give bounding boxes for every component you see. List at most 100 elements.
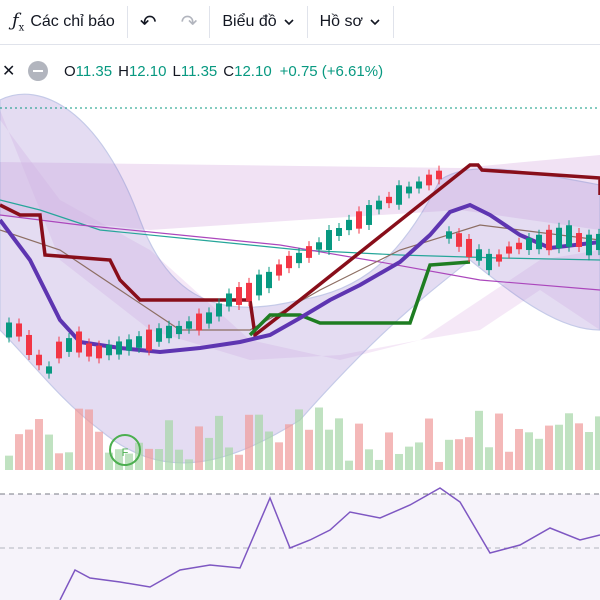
candle-body bbox=[196, 313, 202, 331]
candle-body bbox=[356, 211, 362, 229]
candle-body bbox=[236, 287, 242, 305]
volume-bar bbox=[245, 414, 253, 470]
low-value: 11.35 bbox=[180, 62, 218, 80]
candle-body bbox=[396, 185, 402, 205]
volume-bar bbox=[175, 449, 183, 470]
volume-bar bbox=[445, 439, 453, 470]
collapse-legend-button[interactable] bbox=[28, 61, 48, 81]
volume-bar bbox=[5, 455, 13, 470]
volume-bar bbox=[485, 447, 493, 470]
volume-bar bbox=[275, 442, 283, 470]
close-value: 12.10 bbox=[234, 62, 272, 80]
candle-body bbox=[416, 181, 422, 189]
candle-body bbox=[26, 334, 32, 356]
candle-body bbox=[246, 282, 252, 302]
volume-bar bbox=[465, 437, 473, 470]
chevron-down-icon bbox=[284, 19, 294, 26]
toolbar-divider bbox=[126, 6, 128, 38]
volume-bar bbox=[15, 434, 23, 470]
volume-bar bbox=[365, 449, 373, 470]
candle-body bbox=[116, 341, 122, 355]
redo-icon: ↷ bbox=[180, 11, 198, 34]
volume-bar bbox=[535, 438, 543, 470]
candle-body bbox=[446, 231, 452, 239]
volume-bar bbox=[115, 449, 123, 470]
candle-body bbox=[96, 345, 102, 359]
candle-body bbox=[266, 271, 272, 289]
candle-body bbox=[586, 234, 592, 256]
volume-bar bbox=[555, 424, 563, 470]
volume-bar bbox=[65, 452, 73, 470]
bollinger-bands bbox=[0, 93, 600, 464]
candle-body bbox=[576, 233, 582, 247]
candle-body bbox=[326, 230, 332, 250]
candle-body bbox=[386, 196, 392, 204]
close-icon[interactable]: ✕ bbox=[2, 63, 16, 80]
candle-body bbox=[206, 312, 212, 324]
volume-bar bbox=[165, 420, 173, 470]
candle-body bbox=[36, 354, 42, 366]
candle-body bbox=[296, 252, 302, 264]
candle-body bbox=[476, 249, 482, 261]
redo-button[interactable]: ↷ bbox=[169, 0, 210, 44]
volume-bar bbox=[285, 424, 293, 470]
volume-bar bbox=[305, 429, 313, 470]
candle-body bbox=[106, 344, 112, 356]
volume-bars bbox=[5, 407, 600, 470]
candles bbox=[6, 165, 600, 379]
moving-averages bbox=[0, 199, 600, 331]
candle-body bbox=[256, 274, 262, 296]
ohlc-values: O11.35 H12.10 L11.35 C12.10 +0.75 (+6.61… bbox=[64, 63, 383, 80]
volume-marker-label: F bbox=[122, 447, 129, 459]
candle-body bbox=[466, 238, 472, 258]
candle-body bbox=[136, 336, 142, 348]
volume-bar bbox=[435, 461, 443, 470]
volume-bar bbox=[545, 425, 553, 470]
volume-bar bbox=[585, 432, 593, 470]
volume-bar bbox=[265, 431, 273, 470]
volume-bar bbox=[85, 409, 93, 470]
toolbar-divider bbox=[306, 6, 308, 38]
candle-body bbox=[306, 246, 312, 258]
volume-bar bbox=[185, 459, 193, 470]
indicators-label: Các chỉ báo bbox=[30, 13, 115, 30]
indicators-button[interactable]: ƒx Các chỉ báo bbox=[0, 0, 127, 44]
profile-menu-button[interactable]: Hồ sơ bbox=[308, 0, 393, 44]
ohlc-legend: ✕ O11.35 H12.10 L11.35 C12.10 +0.75 (+6.… bbox=[0, 58, 600, 84]
candle-body bbox=[76, 331, 82, 353]
volume-bar bbox=[155, 449, 163, 470]
volume-bar bbox=[75, 408, 83, 470]
candle-body bbox=[536, 234, 542, 250]
candle-body bbox=[516, 242, 522, 250]
volume-bar bbox=[515, 428, 523, 470]
volume-bar bbox=[55, 453, 63, 470]
candle-body bbox=[126, 339, 132, 351]
volume-bar bbox=[495, 413, 503, 470]
toolbar-divider bbox=[393, 6, 394, 38]
volume-bar bbox=[205, 437, 213, 470]
price-chart[interactable]: F bbox=[0, 84, 600, 600]
candle-body bbox=[46, 366, 52, 374]
volume-bar bbox=[235, 454, 243, 470]
chart-menu-button[interactable]: Biểu đồ bbox=[210, 0, 306, 44]
fx-icon: ƒx bbox=[12, 10, 25, 34]
volume-bar bbox=[145, 448, 153, 470]
low-key: L bbox=[172, 62, 181, 80]
open-value: 11.35 bbox=[75, 62, 113, 80]
candle-body bbox=[546, 229, 552, 251]
volume-bar bbox=[425, 418, 433, 470]
candle-body bbox=[6, 322, 12, 338]
candle-body bbox=[406, 186, 412, 194]
volume-bar bbox=[415, 442, 423, 470]
volume-bar bbox=[225, 447, 233, 470]
candle-body bbox=[436, 170, 442, 180]
candle-body bbox=[426, 174, 432, 186]
volume-bar bbox=[575, 423, 583, 470]
volume-bar bbox=[595, 416, 600, 470]
volume-bar bbox=[45, 434, 53, 470]
toolbar-divider bbox=[209, 6, 211, 38]
candle-body bbox=[166, 325, 172, 339]
green-line bbox=[248, 260, 471, 337]
purple-ma bbox=[0, 202, 600, 355]
undo-button[interactable]: ↶ bbox=[128, 0, 169, 44]
